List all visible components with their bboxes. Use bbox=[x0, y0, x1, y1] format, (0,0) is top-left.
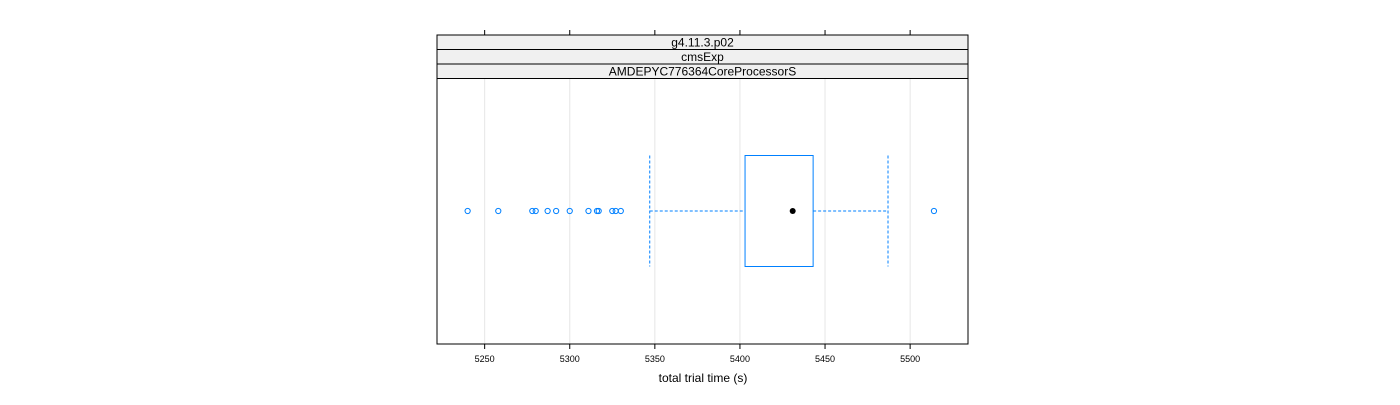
strip-label: g4.11.3.p02 bbox=[671, 35, 734, 49]
outlier-point bbox=[595, 207, 602, 215]
outlier-point bbox=[612, 207, 619, 215]
iqr-box bbox=[744, 155, 814, 267]
median-point bbox=[789, 208, 796, 214]
outlier-point bbox=[529, 207, 536, 215]
outlier-point bbox=[585, 207, 592, 215]
x-axis-label: total trial time (s) bbox=[659, 371, 748, 385]
outlier-point bbox=[930, 207, 938, 215]
panel-border bbox=[436, 34, 969, 345]
x-tick-label: 5350 bbox=[645, 354, 665, 364]
data-layer bbox=[464, 155, 938, 267]
strip-layer: g4.11.3.p02cmsExpAMDEPYC776364CoreProces… bbox=[436, 34, 969, 79]
outlier-point bbox=[532, 207, 539, 215]
outlier-point bbox=[566, 207, 573, 215]
outlier-point bbox=[593, 207, 601, 215]
x-tick-label: 5450 bbox=[815, 354, 835, 364]
outlier-point bbox=[617, 207, 624, 215]
outlier-point bbox=[609, 207, 616, 215]
outlier-point bbox=[553, 207, 560, 215]
x-tick-label: 5500 bbox=[900, 354, 920, 364]
x-tick-label: 5400 bbox=[730, 354, 750, 364]
x-tick-label: 5250 bbox=[475, 354, 495, 364]
axis-layer: 5250 5300 5350 5400 5450 5500 bbox=[475, 30, 920, 364]
x-tick-label: 5300 bbox=[560, 354, 580, 364]
strip-label: cmsExp bbox=[681, 50, 724, 64]
strip-label: AMDEPYC776364CoreProcessorS bbox=[609, 64, 796, 78]
outlier-point bbox=[544, 207, 551, 215]
outlier-point bbox=[495, 207, 502, 215]
outlier-point bbox=[464, 207, 471, 215]
